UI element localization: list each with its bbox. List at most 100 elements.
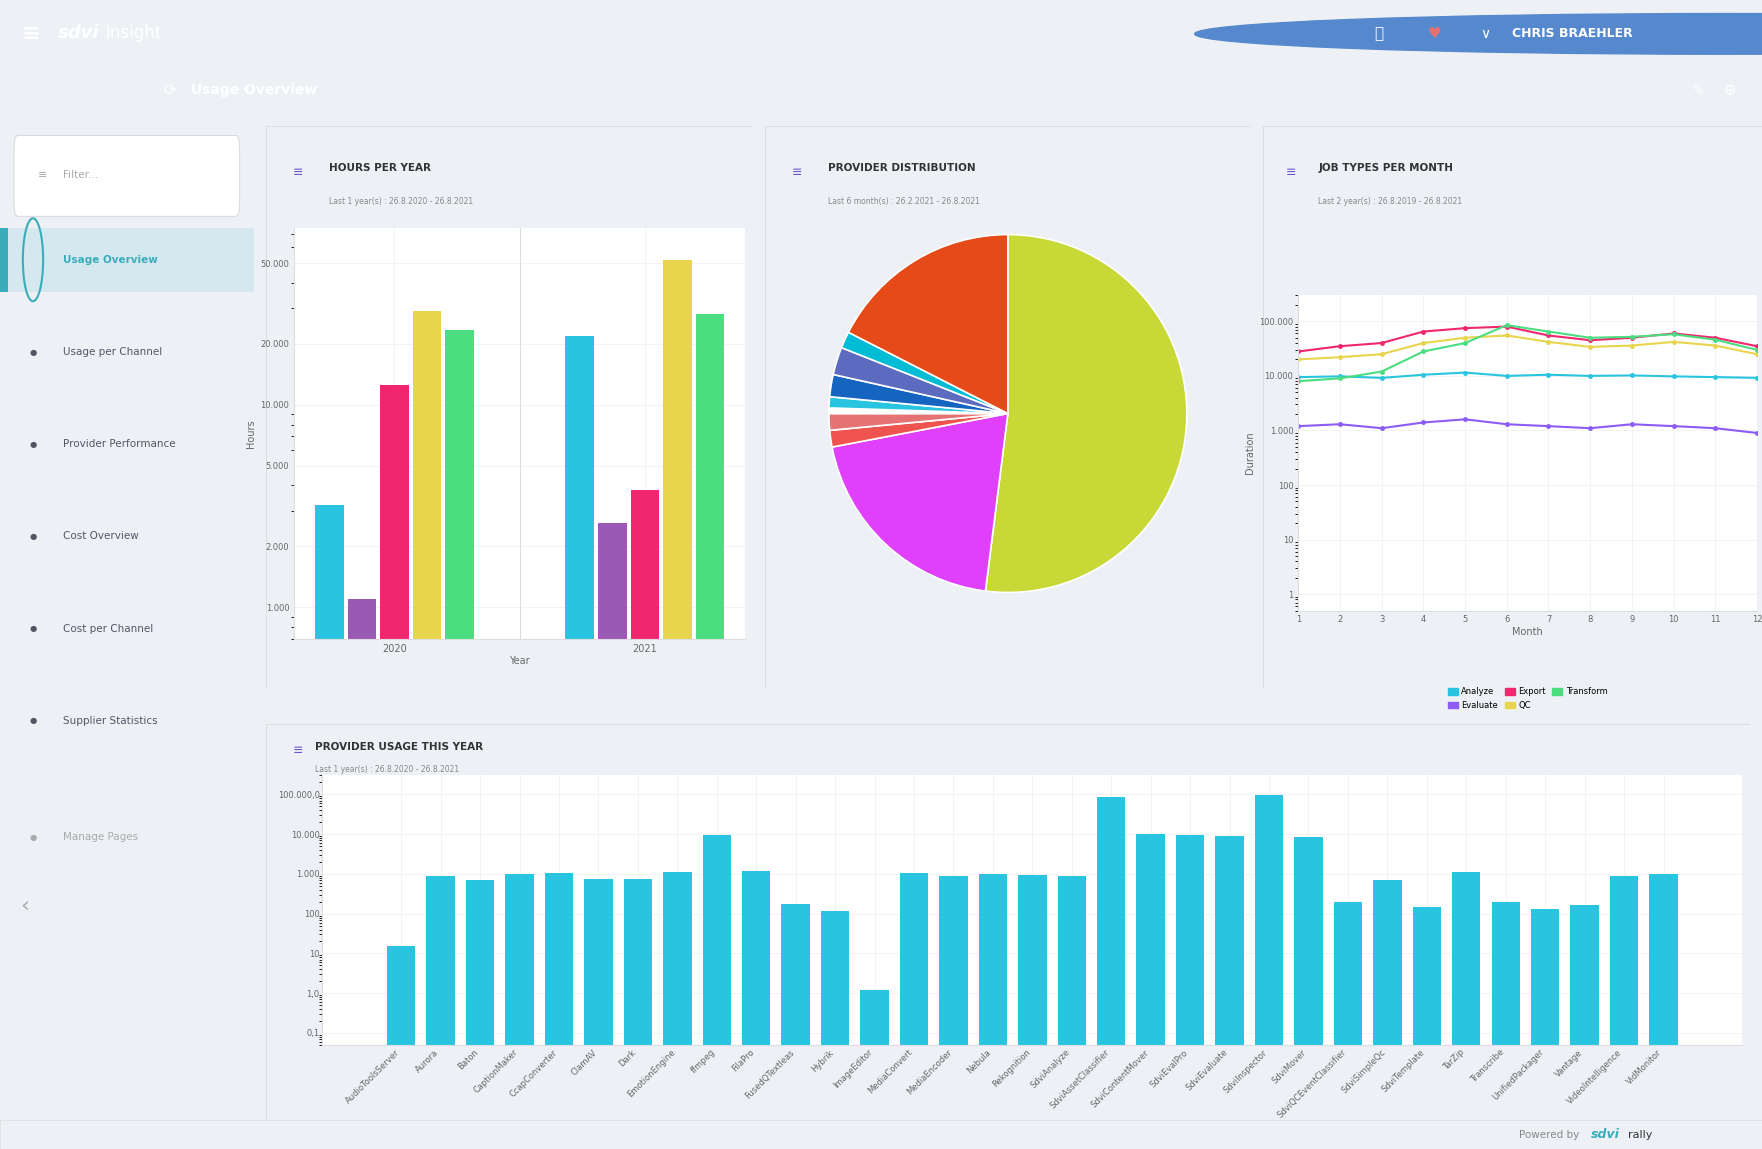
Transform — [1621, 330, 1642, 344]
Y-axis label: Hours: Hours — [247, 419, 255, 448]
Analyze — [1329, 370, 1350, 384]
Export — [1371, 337, 1392, 350]
Wedge shape — [830, 414, 1008, 447]
Y-axis label: Duration: Duration — [1246, 432, 1255, 475]
Analyze — [1371, 371, 1392, 385]
Transform — [1579, 331, 1600, 345]
Evaluate — [1746, 426, 1762, 440]
Analyze — [1538, 368, 1559, 381]
Bar — [1491, 902, 1521, 1149]
QC — [1706, 339, 1727, 353]
QC — [1621, 339, 1642, 353]
Text: Usage Overview: Usage Overview — [63, 255, 159, 264]
Transform — [1496, 318, 1517, 332]
Text: ⟳: ⟳ — [164, 83, 176, 98]
Text: ≡: ≡ — [292, 165, 303, 179]
Text: Insight: Insight — [106, 23, 162, 41]
Bar — [1255, 795, 1283, 1149]
Bar — [663, 260, 692, 1149]
Text: Last 1 year(s) : 26.8.2020 - 26.8.2021: Last 1 year(s) : 26.8.2020 - 26.8.2021 — [315, 765, 460, 774]
Text: HOURS PER YEAR: HOURS PER YEAR — [329, 163, 432, 173]
Text: CHRIS BRAEHLER: CHRIS BRAEHLER — [1512, 28, 1633, 40]
Export — [1746, 339, 1762, 353]
Text: Usage per Channel: Usage per Channel — [63, 347, 162, 357]
Line: Transform: Transform — [1297, 323, 1758, 383]
Text: ●: ● — [30, 347, 37, 356]
Wedge shape — [830, 375, 1008, 414]
Bar — [978, 874, 1008, 1149]
Text: ●: ● — [30, 833, 37, 841]
Analyze — [1663, 370, 1684, 384]
Text: ⊕: ⊕ — [1723, 83, 1736, 98]
Text: ♥: ♥ — [1427, 26, 1441, 41]
Text: sdvi: sdvi — [58, 23, 100, 41]
Text: ●: ● — [30, 717, 37, 725]
Bar — [742, 871, 770, 1149]
Text: Last 6 month(s) : 26.2.2021 - 26.8.2021: Last 6 month(s) : 26.2.2021 - 26.8.2021 — [828, 196, 980, 206]
Evaluate — [1663, 419, 1684, 433]
Evaluate — [1579, 422, 1600, 435]
Export — [1663, 326, 1684, 340]
FancyBboxPatch shape — [14, 136, 240, 216]
Bar — [1570, 904, 1598, 1149]
Export — [1413, 325, 1434, 339]
Evaluate — [1288, 419, 1309, 433]
Bar — [900, 873, 929, 1149]
Transform — [1329, 371, 1350, 385]
Evaluate — [1454, 412, 1475, 426]
Bar — [0, 228, 254, 292]
Bar — [597, 523, 627, 1149]
Transform — [1663, 327, 1684, 341]
Bar — [506, 874, 534, 1149]
Bar — [388, 947, 416, 1149]
Text: ≡: ≡ — [292, 743, 303, 757]
Evaluate — [1621, 417, 1642, 431]
Bar — [1413, 907, 1441, 1149]
Line: Export: Export — [1297, 325, 1758, 353]
Transform — [1538, 325, 1559, 339]
Bar — [1018, 874, 1047, 1149]
Text: Usage Overview: Usage Overview — [181, 83, 317, 98]
Bar — [782, 903, 811, 1149]
Analyze — [1496, 369, 1517, 383]
QC — [1538, 336, 1559, 349]
Text: 🔔: 🔔 — [1374, 26, 1383, 41]
Text: Filter...: Filter... — [63, 170, 99, 179]
Text: sdvi: sdvi — [1591, 1128, 1619, 1141]
Line: Evaluate: Evaluate — [1297, 417, 1758, 434]
Bar — [446, 330, 474, 1149]
Line: Analyze: Analyze — [1297, 371, 1758, 379]
Wedge shape — [828, 414, 1008, 431]
Text: ∨: ∨ — [1480, 26, 1491, 41]
Transform — [1746, 342, 1762, 356]
Bar — [347, 599, 377, 1149]
Bar — [1334, 902, 1362, 1149]
Bar — [465, 880, 495, 1149]
Text: Powered by: Powered by — [1519, 1129, 1579, 1140]
Analyze — [1746, 371, 1762, 385]
Text: ≡: ≡ — [21, 24, 41, 44]
Text: Manage Pages: Manage Pages — [63, 832, 139, 842]
Bar — [1649, 874, 1677, 1149]
Analyze — [1413, 368, 1434, 381]
Transform — [1706, 333, 1727, 347]
Text: Last 2 year(s) : 26.8.2019 - 26.8.2021: Last 2 year(s) : 26.8.2019 - 26.8.2021 — [1318, 196, 1462, 206]
Text: ●: ● — [30, 440, 37, 449]
Bar — [544, 873, 573, 1149]
Bar — [1452, 872, 1480, 1149]
Bar — [315, 506, 344, 1149]
Bar — [1057, 876, 1085, 1149]
Export — [1454, 322, 1475, 336]
Analyze — [1621, 369, 1642, 383]
Circle shape — [1195, 14, 1762, 54]
Bar — [939, 876, 967, 1149]
Text: ≡: ≡ — [791, 165, 802, 179]
Export — [1538, 329, 1559, 342]
Wedge shape — [849, 234, 1008, 414]
Bar — [566, 336, 594, 1149]
Evaluate — [1538, 419, 1559, 433]
Text: PROVIDER USAGE THIS YEAR: PROVIDER USAGE THIS YEAR — [315, 742, 483, 751]
Bar — [703, 835, 731, 1149]
Wedge shape — [828, 408, 1008, 414]
Analyze — [1288, 370, 1309, 384]
